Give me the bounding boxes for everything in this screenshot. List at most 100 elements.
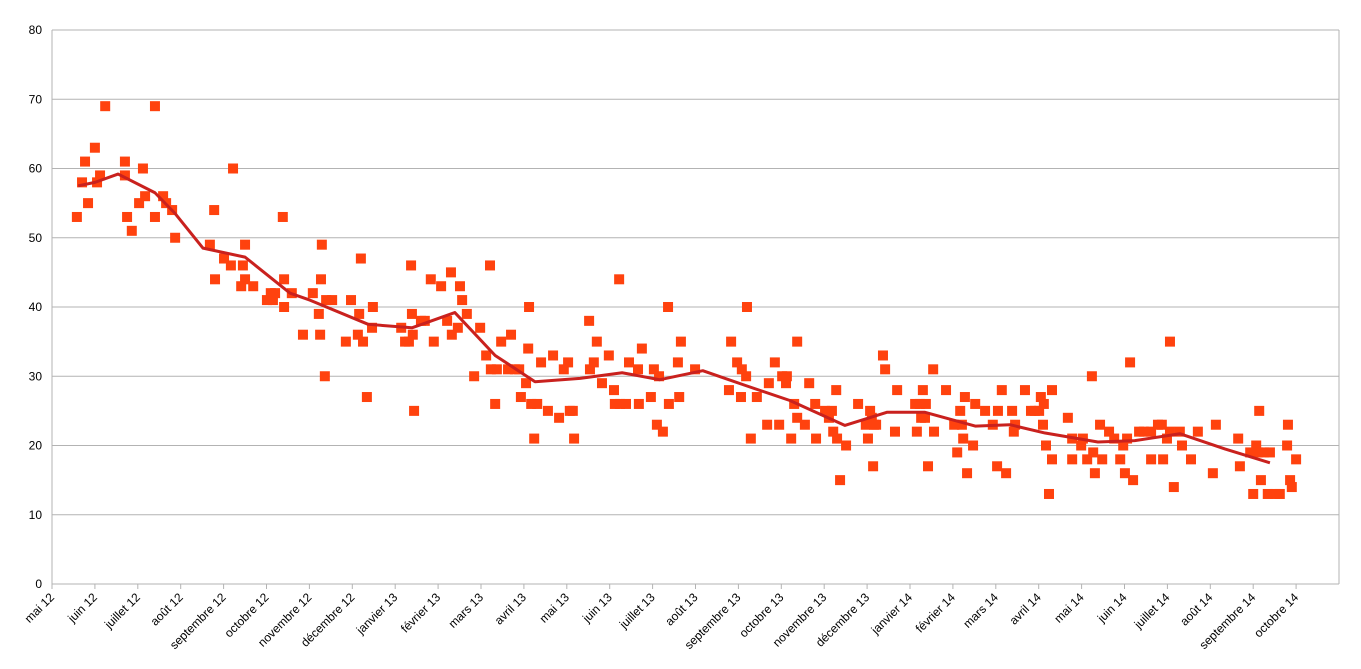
point xyxy=(352,329,363,340)
point xyxy=(1076,440,1087,451)
x-tick-label: juin 14 xyxy=(1094,590,1130,626)
point xyxy=(736,364,747,375)
point xyxy=(1035,392,1046,403)
point xyxy=(1038,398,1049,409)
point xyxy=(307,288,318,299)
point xyxy=(804,378,815,389)
point xyxy=(1046,385,1057,396)
point xyxy=(100,101,111,112)
point xyxy=(406,260,417,271)
point xyxy=(279,274,290,285)
point xyxy=(591,336,602,347)
point xyxy=(319,371,330,382)
point xyxy=(624,357,635,368)
point xyxy=(526,398,537,409)
point xyxy=(1088,447,1099,458)
x-tick-label: juin 12 xyxy=(64,590,100,626)
point xyxy=(892,385,903,396)
point xyxy=(316,239,327,250)
point xyxy=(917,385,928,396)
point xyxy=(1008,426,1019,437)
point xyxy=(1019,385,1030,396)
point xyxy=(889,426,900,437)
point xyxy=(608,385,619,396)
point xyxy=(832,433,843,444)
point xyxy=(584,364,595,375)
point xyxy=(354,308,365,319)
x-tick-label: mars 14 xyxy=(960,590,1001,631)
point xyxy=(419,315,430,326)
point xyxy=(928,364,939,375)
point xyxy=(149,101,160,112)
y-tick-label: 60 xyxy=(29,162,43,176)
point xyxy=(95,170,106,181)
point xyxy=(279,302,290,312)
point xyxy=(862,433,873,444)
point xyxy=(621,398,632,409)
point xyxy=(1245,447,1256,458)
point xyxy=(126,225,137,236)
point xyxy=(1255,475,1266,486)
point xyxy=(1207,468,1218,479)
point xyxy=(1086,371,1097,382)
point xyxy=(811,433,822,444)
point xyxy=(633,364,644,375)
point xyxy=(841,440,852,451)
point xyxy=(1046,454,1057,465)
point xyxy=(835,475,846,486)
point xyxy=(542,405,553,416)
point xyxy=(1233,433,1244,444)
x-tick-label: août 12 xyxy=(148,590,186,628)
point xyxy=(367,322,378,333)
point xyxy=(548,350,559,361)
point xyxy=(596,378,607,389)
y-tick-label: 70 xyxy=(29,92,43,106)
point xyxy=(83,198,94,209)
point xyxy=(1258,447,1269,458)
point xyxy=(958,433,969,444)
point xyxy=(158,191,169,202)
point xyxy=(80,156,91,167)
point xyxy=(1192,426,1203,437)
point xyxy=(1095,419,1106,430)
point xyxy=(321,295,332,306)
point xyxy=(1291,454,1302,465)
point xyxy=(1067,454,1078,465)
point xyxy=(1146,426,1157,437)
point xyxy=(315,274,326,285)
point xyxy=(77,177,88,188)
point xyxy=(959,392,970,403)
point xyxy=(1122,433,1133,444)
point xyxy=(726,336,737,347)
point xyxy=(1104,426,1115,437)
x-tick-label: février 13 xyxy=(398,590,444,636)
y-tick-label: 0 xyxy=(35,577,42,591)
point xyxy=(949,419,960,430)
point xyxy=(657,426,668,437)
x-tick-label: février 14 xyxy=(913,590,959,636)
point xyxy=(1248,488,1259,499)
point xyxy=(588,357,599,368)
point xyxy=(454,281,465,292)
point xyxy=(1251,440,1262,451)
point xyxy=(1040,440,1051,451)
point xyxy=(1007,405,1018,416)
point xyxy=(735,392,746,403)
point xyxy=(1115,454,1126,465)
point xyxy=(1128,475,1139,486)
point xyxy=(792,336,803,347)
point xyxy=(425,274,436,285)
point xyxy=(1264,447,1275,458)
point xyxy=(358,336,369,347)
point xyxy=(515,392,526,403)
point xyxy=(140,191,151,202)
point xyxy=(267,295,278,306)
x-tick-label: mai 12 xyxy=(22,590,58,626)
point xyxy=(877,350,888,361)
point xyxy=(675,336,686,347)
point xyxy=(992,405,1003,416)
point xyxy=(1285,475,1296,486)
point xyxy=(1082,454,1093,465)
x-tick-label: mai 13 xyxy=(537,590,573,626)
point xyxy=(732,357,743,368)
